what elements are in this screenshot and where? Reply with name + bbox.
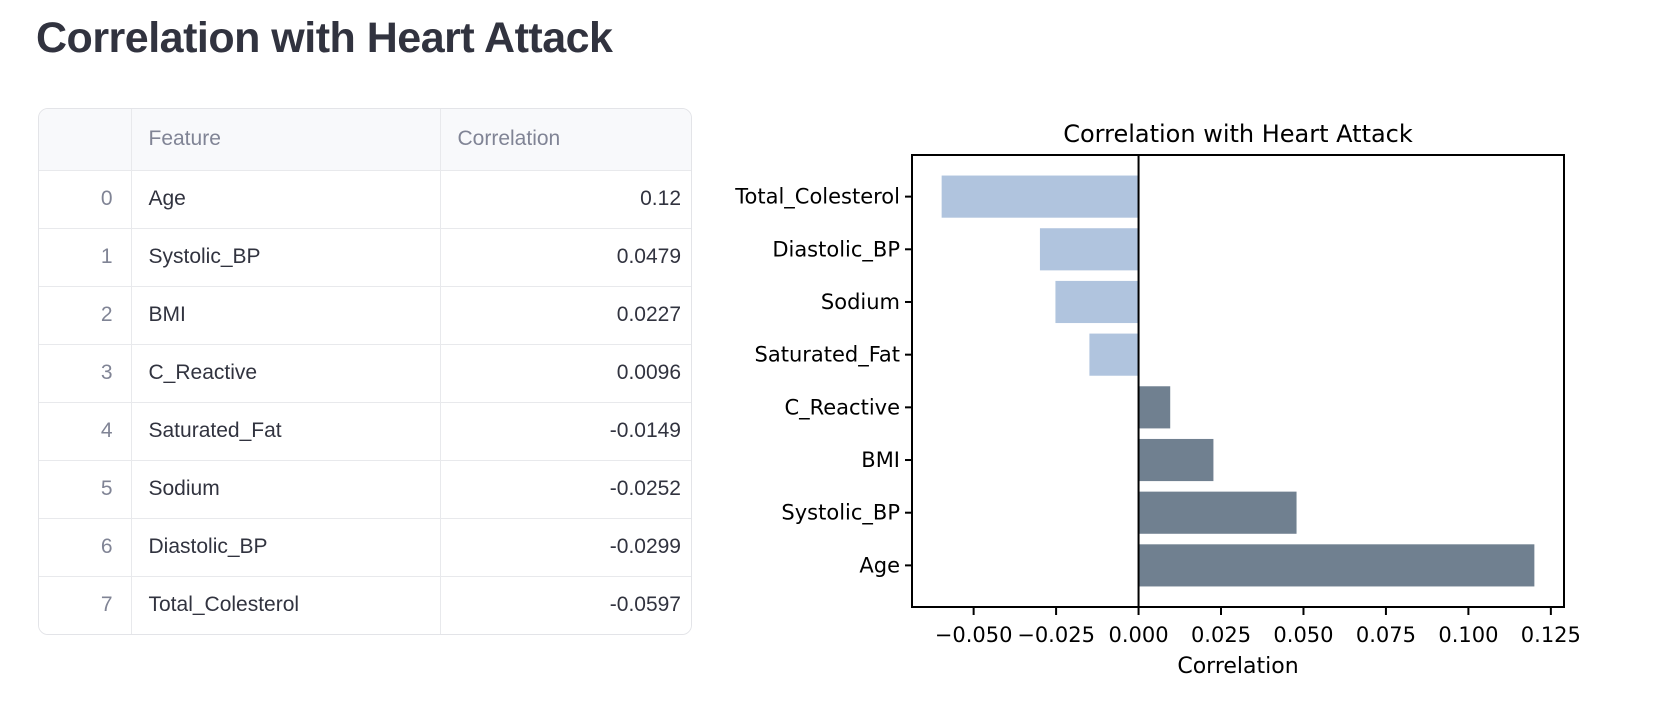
correlation-cell: -0.0597 (439, 575, 691, 634)
header-correlation: Correlation (439, 109, 691, 170)
plot-border (911, 154, 1565, 608)
correlation-cell: 0.0227 (439, 285, 691, 344)
table-row: 7 Total_Colesterol -0.0597 (39, 575, 691, 634)
feature-cell: Systolic_BP (130, 227, 440, 286)
x-axis-label: Correlation (1177, 654, 1298, 679)
y-tick-label: Saturated_Fat (755, 343, 900, 368)
row-index: 7 (39, 575, 131, 634)
row-index: 2 (39, 285, 131, 344)
row-index: 1 (39, 227, 131, 286)
row-index: 5 (39, 459, 131, 518)
y-tick-label: C_Reactive (784, 395, 900, 420)
chart-title: Correlation with Heart Attack (1063, 120, 1413, 148)
correlation-cell: 0.0479 (439, 227, 691, 286)
row-index: 6 (39, 517, 131, 576)
y-tick-label: Diastolic_BP (772, 237, 900, 262)
y-tick-label: Sodium (821, 290, 900, 314)
row-index: 0 (39, 169, 131, 228)
x-tick-label: 0.025 (1191, 623, 1251, 647)
correlation-cell: 0.12 (439, 169, 691, 228)
x-tick-label: 0.075 (1356, 623, 1416, 647)
x-tick-label: 0.050 (1273, 623, 1333, 647)
y-tick-label: BMI (861, 448, 900, 472)
feature-cell: Sodium (130, 459, 440, 518)
y-tick-label: Total_Colesterol (734, 185, 900, 210)
chart-bar (1089, 333, 1139, 376)
table-header-row: Feature Correlation (39, 109, 691, 170)
correlation-cell: -0.0149 (439, 401, 691, 460)
x-tick-label: 0.000 (1108, 623, 1168, 647)
table-row: 0 Age 0.12 (39, 169, 691, 228)
chart-bar (941, 175, 1139, 218)
feature-cell: Diastolic_BP (130, 517, 440, 576)
y-tick-label: Age (859, 553, 900, 577)
feature-cell: C_Reactive (130, 343, 440, 402)
header-index-blank (39, 109, 131, 170)
chart-bar (1039, 228, 1139, 271)
table-row: 5 Sodium -0.0252 (39, 459, 691, 518)
x-tick-label: 0.100 (1438, 623, 1498, 647)
table-row: 4 Saturated_Fat -0.0149 (39, 401, 691, 460)
chart-bar (1138, 386, 1171, 429)
header-feature: Feature (130, 109, 440, 170)
feature-cell: Total_Colesterol (130, 575, 440, 634)
chart-bar (1055, 280, 1139, 324)
chart-bar (1138, 544, 1535, 587)
chart-bar (1138, 491, 1297, 534)
chart-canvas: Total_Colesterol Diastolic_BP Sodium Satura… (734, 120, 1581, 679)
correlation-cell: -0.0299 (439, 517, 691, 576)
feature-cell: Saturated_Fat (130, 401, 440, 460)
page-title: Correlation with Heart Attack (36, 14, 613, 62)
feature-cell: BMI (130, 285, 440, 344)
table-row: 3 C_Reactive 0.0096 (39, 343, 691, 402)
table-row: 1 Systolic_BP 0.0479 (39, 227, 691, 286)
correlation-cell: 0.0096 (439, 343, 691, 402)
correlation-table: Feature Correlation 0 Age 0.12 1 Systolic_BP… (38, 108, 692, 635)
feature-cell: Age (130, 169, 440, 228)
row-index: 3 (39, 343, 131, 402)
x-tick-label: −0.025 (1017, 623, 1095, 647)
table-row: 6 Diastolic_BP -0.0299 (39, 517, 691, 576)
correlation-cell: -0.0252 (439, 459, 691, 518)
dataframe: Feature Correlation 0 Age 0.12 1 Systolic_BP… (39, 109, 691, 634)
row-index: 4 (39, 401, 131, 460)
y-tick-label: Systolic_BP (781, 501, 900, 526)
x-tick-label: 0.125 (1521, 623, 1581, 647)
x-tick-label: −0.050 (935, 623, 1013, 647)
table-row: 2 BMI 0.0227 (39, 285, 691, 344)
correlation-bar-chart: Total_Colesterol Diastolic_BP Sodium Satura… (700, 100, 1656, 700)
chart-bar (1138, 438, 1214, 482)
